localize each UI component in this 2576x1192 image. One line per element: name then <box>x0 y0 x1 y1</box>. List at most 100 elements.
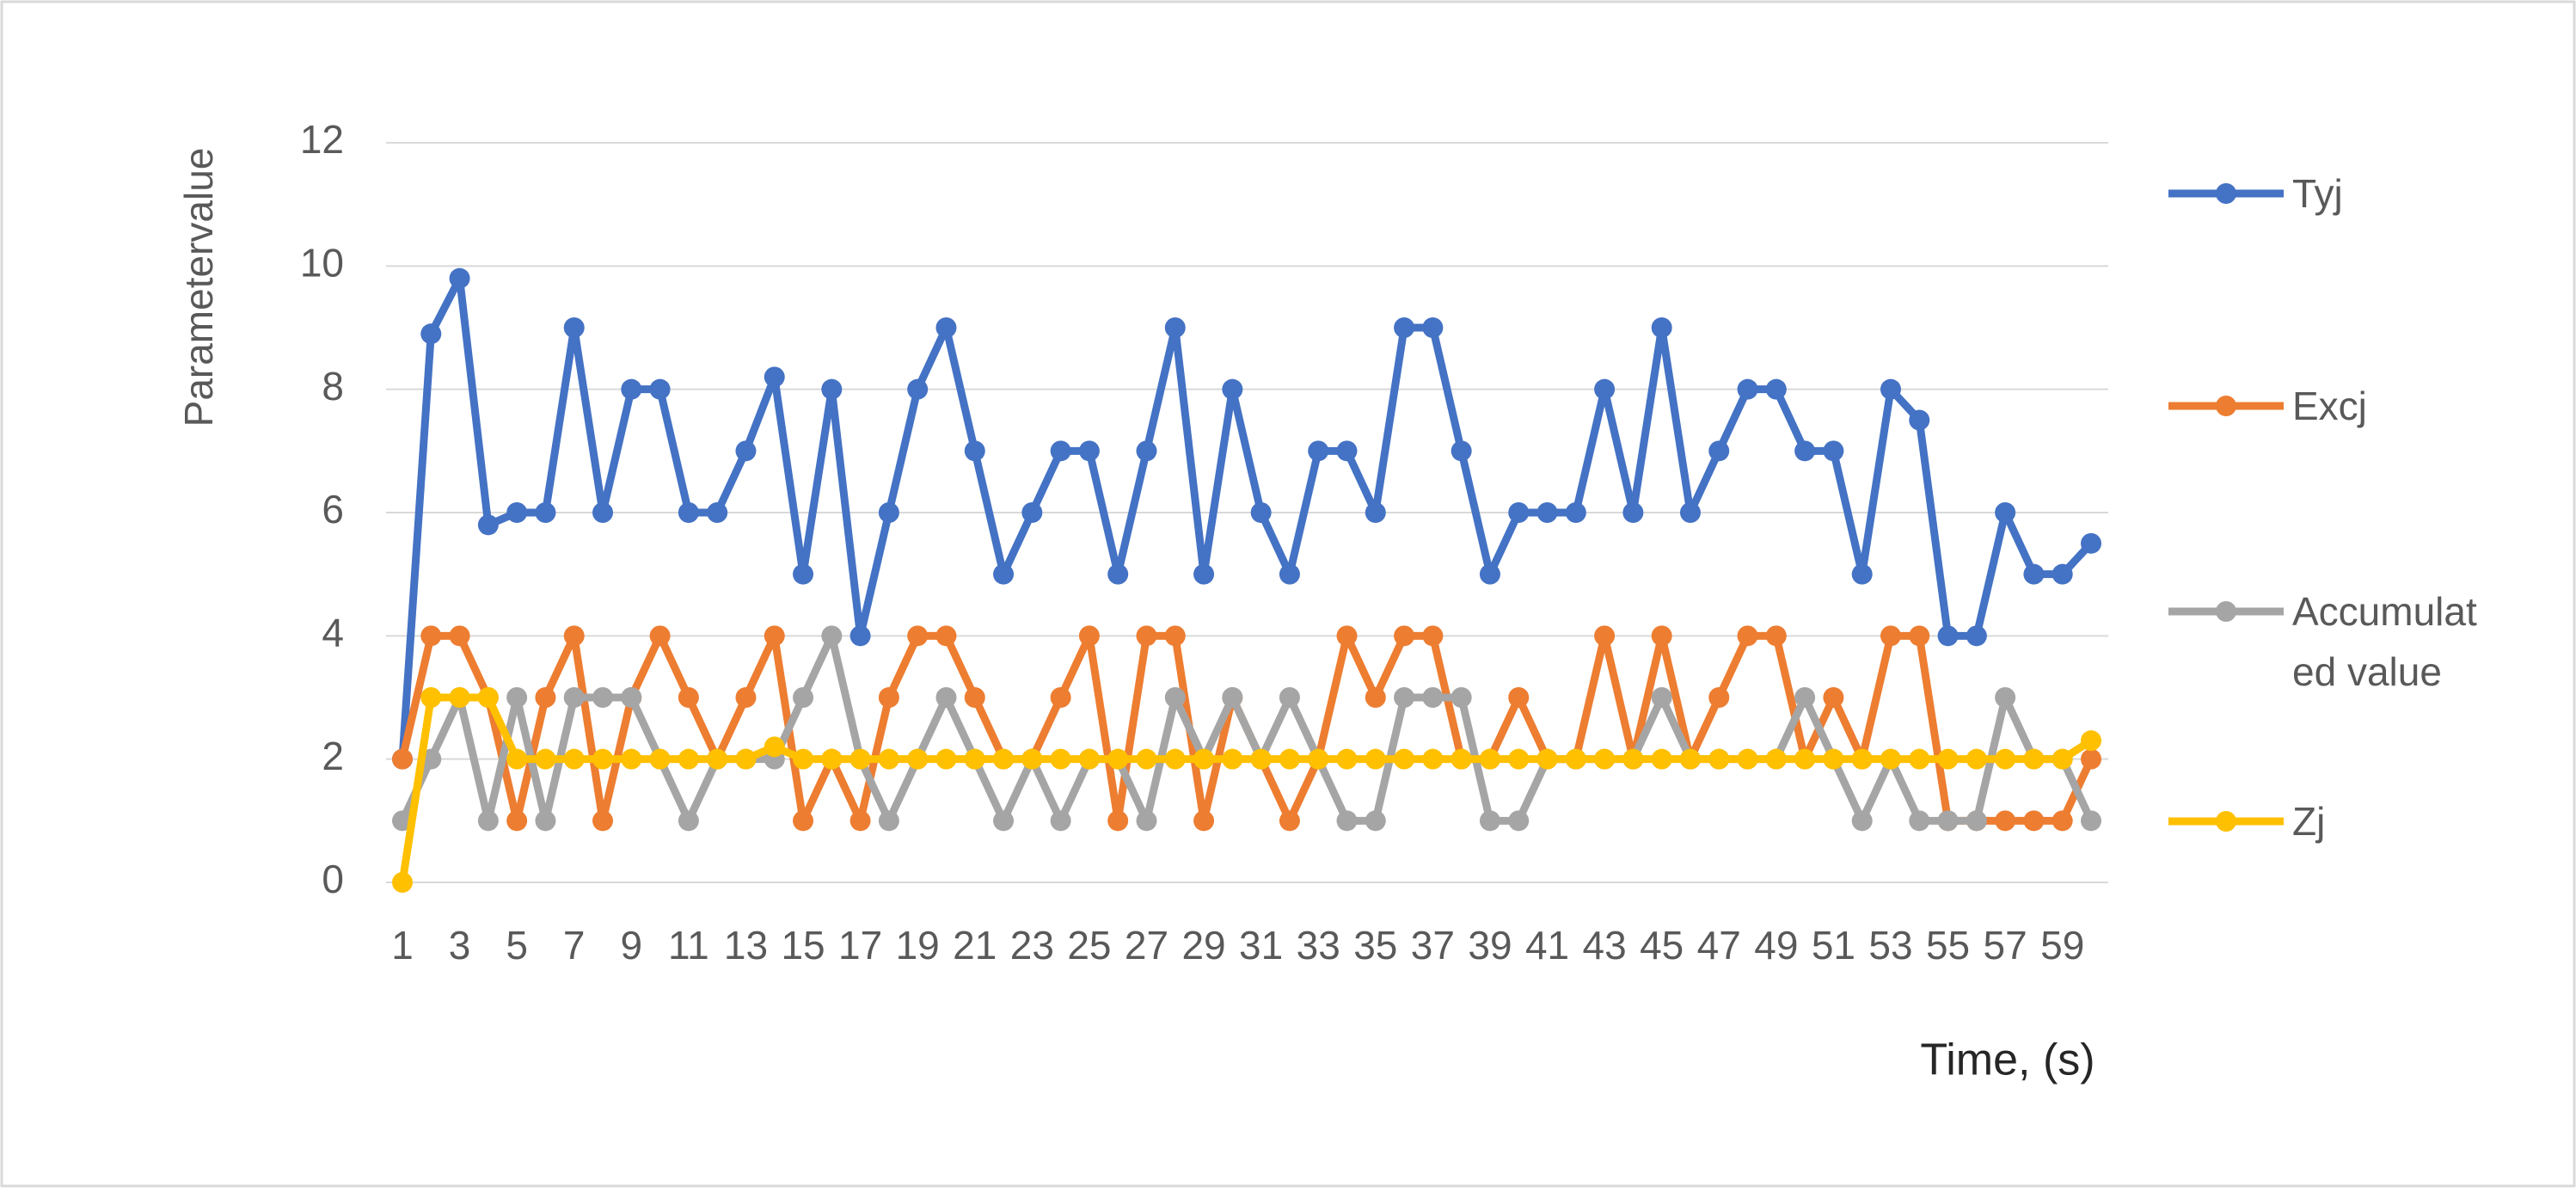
point <box>1422 748 1444 770</box>
point <box>621 748 642 770</box>
point <box>964 748 985 770</box>
point <box>1279 687 1300 708</box>
point <box>1078 440 1100 462</box>
legend-marker <box>2216 183 2236 204</box>
point <box>1651 748 1672 770</box>
x-tick-label: 5 <box>506 923 528 968</box>
x-tick-label: 43 <box>1583 923 1627 968</box>
point <box>1565 748 1586 770</box>
point <box>506 502 528 523</box>
y-tick-label: 6 <box>322 487 344 531</box>
x-tick-label: 33 <box>1297 923 1340 968</box>
point <box>678 687 699 708</box>
legend-label: Zj <box>2292 799 2326 844</box>
point <box>793 748 814 770</box>
y-tick-label: 10 <box>300 240 344 285</box>
point <box>563 687 585 708</box>
point <box>2081 532 2101 554</box>
point <box>1651 687 1672 708</box>
point <box>935 625 957 647</box>
point <box>1365 810 1386 832</box>
point <box>1107 748 1129 770</box>
y-tick-label: 8 <box>322 364 344 409</box>
point <box>1222 748 1243 770</box>
point <box>1536 748 1558 770</box>
point <box>1164 317 1186 338</box>
point <box>1594 748 1616 770</box>
point <box>1737 625 1758 647</box>
point <box>764 366 785 388</box>
x-tick-label: 13 <box>724 923 768 968</box>
point <box>1909 625 1930 647</box>
point <box>1136 810 1157 832</box>
point <box>1823 748 1844 770</box>
point <box>849 625 871 647</box>
point <box>563 748 585 770</box>
x-tick-label: 59 <box>2040 923 2084 968</box>
point <box>1536 502 1558 523</box>
point <box>793 810 814 832</box>
point <box>964 440 985 462</box>
point <box>907 378 929 400</box>
point <box>649 378 671 400</box>
y-tick-label: 2 <box>322 734 344 778</box>
point <box>1765 378 1787 400</box>
point <box>1937 748 1959 770</box>
point <box>821 378 843 400</box>
x-tick-label: 53 <box>1868 923 1912 968</box>
point <box>1394 687 1415 708</box>
point <box>1394 748 1415 770</box>
point <box>420 323 442 345</box>
point <box>1823 687 1844 708</box>
point <box>1851 563 1873 585</box>
x-tick-label: 29 <box>1181 923 1225 968</box>
point <box>1021 502 1043 523</box>
y-tick-label: 12 <box>300 117 344 162</box>
point <box>1336 748 1358 770</box>
point <box>621 378 642 400</box>
series <box>392 267 2101 770</box>
point <box>878 687 899 708</box>
point <box>2052 810 2073 832</box>
point <box>1508 687 1530 708</box>
point <box>506 687 528 708</box>
point <box>964 687 985 708</box>
point <box>592 748 614 770</box>
point <box>1193 748 1215 770</box>
point <box>420 625 442 647</box>
point <box>764 625 785 647</box>
x-tick-label: 25 <box>1067 923 1111 968</box>
point <box>2081 748 2101 770</box>
point <box>1737 748 1758 770</box>
x-axis-title: Time, (s) <box>1920 1035 2095 1085</box>
x-tick-label: 19 <box>896 923 940 968</box>
point <box>449 687 470 708</box>
x-tick-label: 21 <box>953 923 997 968</box>
point <box>1250 748 1272 770</box>
point <box>2081 810 2101 832</box>
point <box>1336 440 1358 462</box>
point <box>1050 687 1071 708</box>
point <box>1250 502 1272 523</box>
point <box>563 317 585 338</box>
point <box>1995 502 2016 523</box>
point <box>1021 748 1043 770</box>
point <box>821 748 843 770</box>
point <box>621 687 642 708</box>
point <box>1565 502 1586 523</box>
point <box>1995 748 2016 770</box>
point <box>2081 730 2101 752</box>
point <box>535 687 556 708</box>
point <box>2052 563 2073 585</box>
point <box>1136 625 1157 647</box>
point <box>1107 810 1129 832</box>
point <box>649 748 671 770</box>
point <box>1136 440 1157 462</box>
point <box>878 810 899 832</box>
point <box>392 748 413 770</box>
x-tick-label: 15 <box>781 923 825 968</box>
point <box>592 687 614 708</box>
point <box>535 748 556 770</box>
